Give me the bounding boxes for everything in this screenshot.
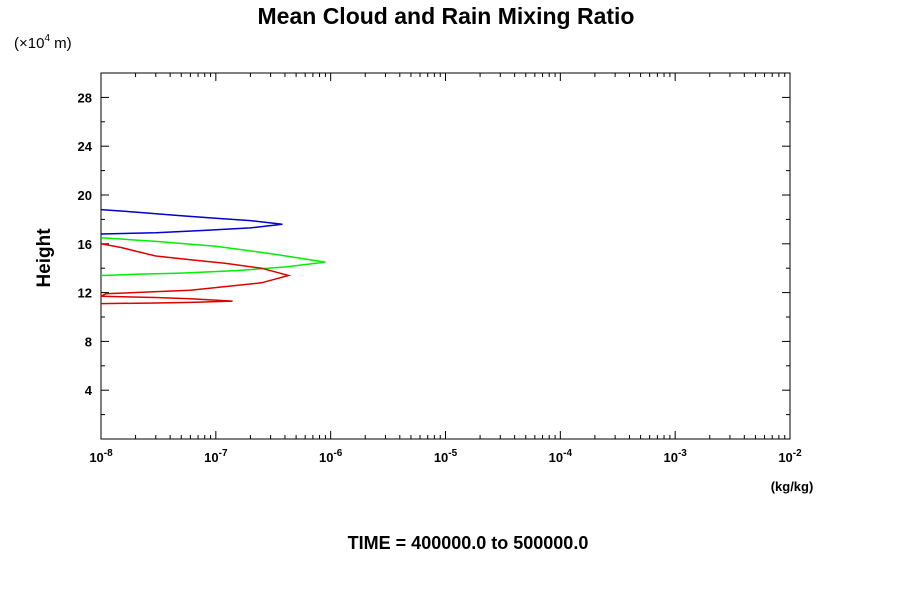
- x-tick-label: 10-4: [549, 448, 573, 465]
- plot-frame: [100, 72, 791, 440]
- x-tick-label: 10-6: [319, 448, 343, 465]
- x-tick-label: 10-3: [663, 448, 687, 465]
- y-tick-label: 8: [85, 334, 92, 349]
- series-line-2: [100, 236, 326, 277]
- x-tick-label: 10-2: [778, 448, 802, 465]
- y-tick-label: 28: [78, 90, 92, 105]
- series-line-3: [100, 243, 292, 305]
- y-scale-exponent: 4: [44, 33, 50, 44]
- x-axis-unit-label: (kg/kg): [771, 479, 814, 494]
- y-scale-suffix: m): [50, 35, 72, 52]
- y-tick-labels: 4 8 12 16 20 24 28: [78, 90, 93, 398]
- time-range-label: TIME = 400000.0 to 500000.0: [348, 533, 589, 553]
- x-tick-label: 10-8: [89, 448, 113, 465]
- y-tick-label: 16: [78, 237, 92, 252]
- y-tick-label: 24: [78, 139, 93, 154]
- y-scale-label: (×104 m): [14, 33, 72, 52]
- ticks-layer: [100, 73, 791, 439]
- y-tick-label: 20: [78, 188, 92, 203]
- x-tick-label: 10-7: [204, 448, 228, 465]
- y-tick-label: 4: [85, 383, 93, 398]
- y-tick-label: 12: [78, 286, 92, 301]
- x-tick-label: 10-5: [434, 448, 458, 465]
- series-line-1: [100, 208, 283, 235]
- y-axis-label: Height: [34, 228, 55, 288]
- chart-title: Mean Cloud and Rain Mixing Ratio: [258, 3, 635, 29]
- series-layer: [100, 208, 326, 305]
- x-tick-labels: 10-8 10-7 10-6 10-5 10-4 10-3 10-2: [89, 448, 802, 465]
- y-scale-prefix: (×10: [14, 35, 44, 52]
